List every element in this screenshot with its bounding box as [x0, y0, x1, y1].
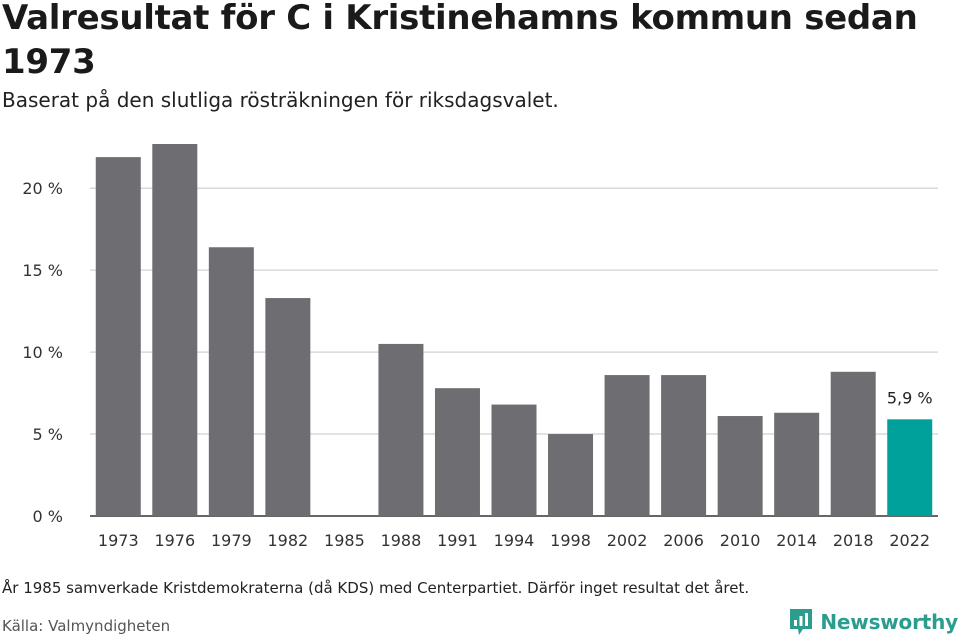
- y-tick-label: 5 %: [33, 425, 63, 444]
- x-tick-label: 1976: [154, 531, 195, 550]
- highlight-value-label: 5,9 %: [887, 388, 933, 407]
- bar-1988: [378, 343, 424, 516]
- bar-2002: [604, 375, 650, 516]
- bar-1973: [95, 157, 141, 516]
- x-tick-label: 2006: [663, 531, 704, 550]
- bar-1982: [265, 298, 311, 516]
- newsworthy-logo-icon: [790, 609, 813, 635]
- bar-1976: [152, 144, 198, 516]
- y-tick-label: 10 %: [22, 343, 63, 362]
- x-tick-label: 2022: [889, 531, 930, 550]
- newsworthy-logo: Newsworthy: [788, 607, 958, 637]
- bar-2010: [717, 416, 763, 516]
- x-tick-label: 2002: [607, 531, 648, 550]
- labels: 0 % 5 % 10 % 15 % 20 % 1973 1976 1979 1982 1985 19…: [22, 179, 932, 550]
- bar-2014: [774, 412, 820, 516]
- chart-title: Valresultat för C i Kristinehamns kommun…: [2, 0, 918, 82]
- bar-1991: [434, 388, 480, 516]
- y-tick-label: 15 %: [22, 261, 63, 280]
- bar-2018: [830, 371, 876, 516]
- x-tick-label: 1991: [437, 531, 478, 550]
- bar-1979: [208, 247, 254, 516]
- x-tick-label: 1982: [268, 531, 309, 550]
- y-tick-label: 20 %: [22, 179, 63, 198]
- x-tick-label: 1994: [494, 531, 535, 550]
- bar-chart: 0 % 5 % 10 % 15 % 20 % 1973 1976 1979 1982 1985 19…: [22, 144, 938, 550]
- x-tick-label: 1973: [98, 531, 139, 550]
- bar-1998: [548, 434, 594, 516]
- bars: [95, 144, 933, 516]
- x-tick-label: 2010: [720, 531, 761, 550]
- brand-name: Newsworthy: [820, 610, 958, 634]
- x-tick-label: 2018: [833, 531, 874, 550]
- footnote: År 1985 samverkade Kristdemokraterna (då…: [2, 579, 750, 597]
- source-text: Källa: Valmyndigheten: [2, 617, 171, 635]
- x-tick-label: 1979: [211, 531, 252, 550]
- y-tick-label: 0 %: [33, 507, 63, 526]
- x-tick-label: 1988: [381, 531, 422, 550]
- bar-2006: [661, 375, 707, 516]
- x-tick-label: 2014: [776, 531, 817, 550]
- bar-2022: [887, 419, 933, 516]
- bar-1994: [491, 404, 537, 516]
- x-tick-label: 1985: [324, 531, 365, 550]
- x-tick-label: 1998: [550, 531, 591, 550]
- chart-subtitle: Baserat på den slutliga rösträkningen fö…: [2, 88, 559, 112]
